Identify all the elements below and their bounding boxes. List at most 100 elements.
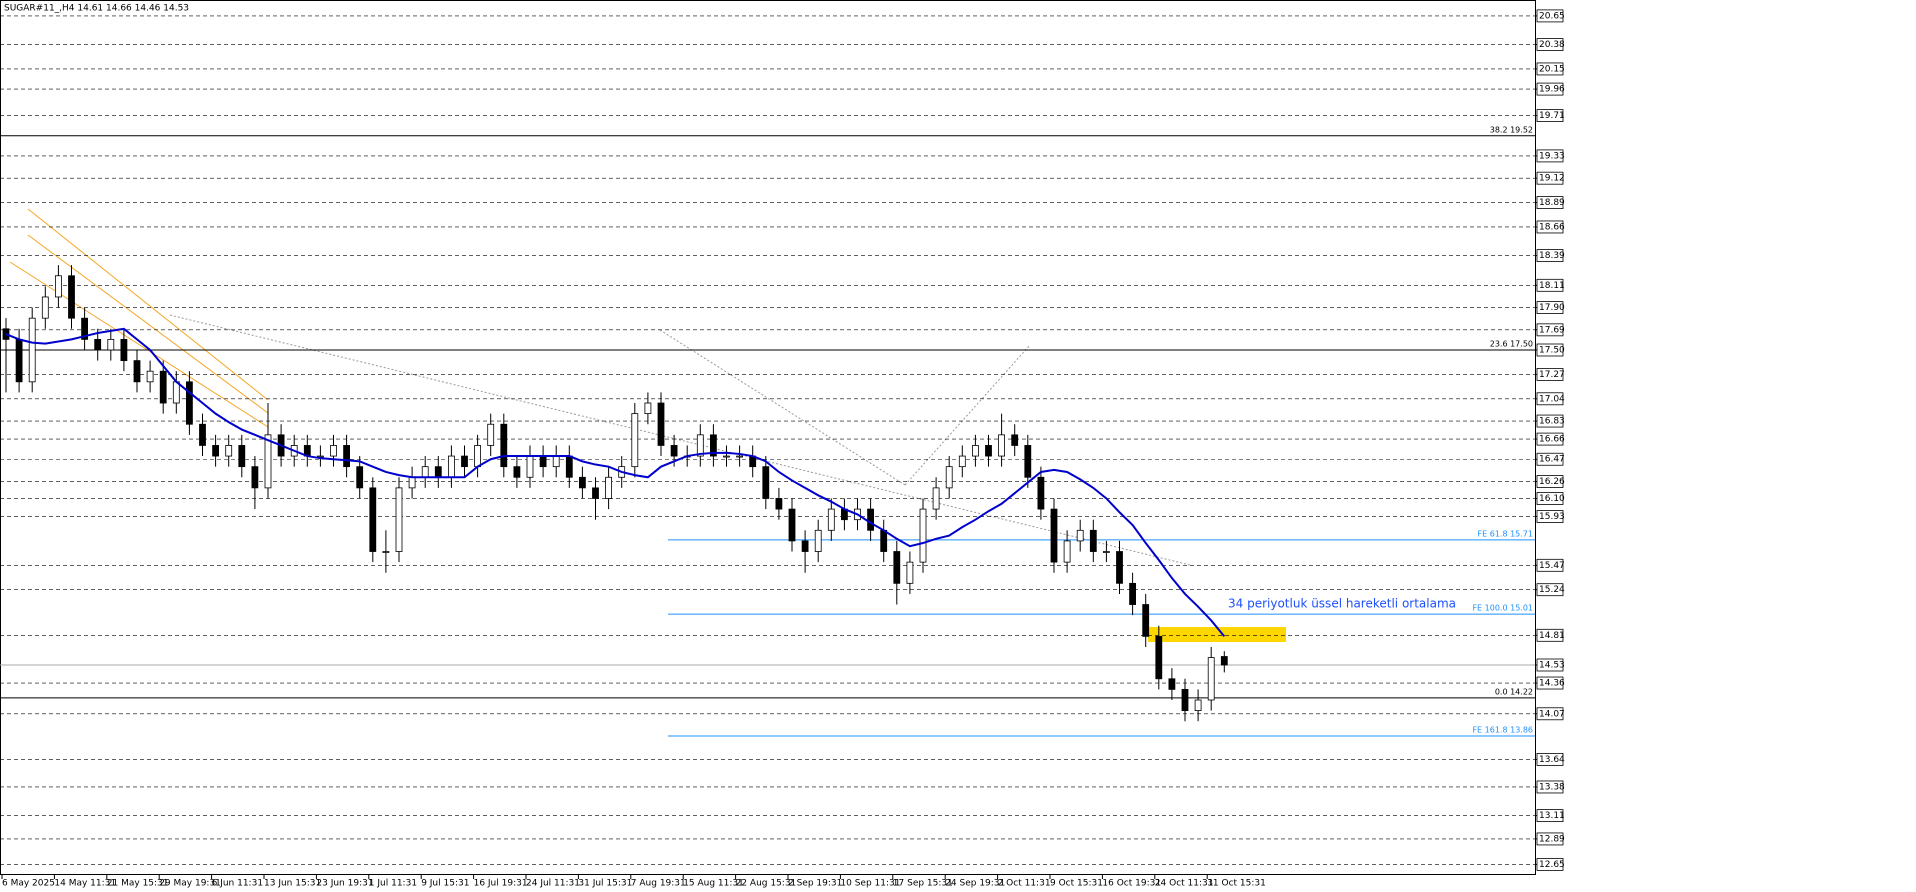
candle-body bbox=[487, 423, 495, 446]
candle-body bbox=[1089, 529, 1097, 552]
x-tick-label: 2 Oct 11:31 bbox=[998, 879, 1051, 889]
x-tick-label: 24 Oct 11:31 bbox=[1155, 879, 1214, 889]
candle-body bbox=[447, 455, 455, 478]
y-tick-box bbox=[1536, 752, 1564, 766]
y-tick-label: 18.11 bbox=[1539, 281, 1565, 291]
y-tick-box bbox=[1536, 62, 1564, 76]
y-tick-box bbox=[1536, 278, 1564, 292]
candle-body bbox=[552, 455, 560, 468]
candle-body bbox=[474, 445, 482, 468]
candle-body bbox=[592, 487, 599, 499]
candle-body bbox=[251, 466, 259, 489]
candle-body bbox=[1063, 540, 1071, 563]
candle-body bbox=[264, 434, 272, 489]
candle-body bbox=[212, 445, 220, 457]
candle-body bbox=[526, 455, 534, 478]
y-tick-box bbox=[1536, 707, 1564, 721]
y-tick-label: 20.65 bbox=[1539, 11, 1565, 21]
y-tick-label: 14.07 bbox=[1539, 709, 1565, 719]
candle-body bbox=[814, 529, 822, 552]
x-tick-label: 13 Jun 15:31 bbox=[264, 879, 321, 889]
y-tick-box bbox=[1536, 857, 1564, 871]
candle-body bbox=[133, 360, 141, 383]
candle-body bbox=[919, 508, 927, 563]
candle-body bbox=[710, 434, 717, 457]
y-tick-label: 13.38 bbox=[1539, 782, 1565, 792]
candle-body bbox=[893, 551, 901, 584]
level-label: FE 61.8 15.71 bbox=[1478, 529, 1533, 538]
y-tick-label: 16.47 bbox=[1539, 455, 1565, 465]
chart-title: SUGAR#11_,H4 14.61 14.66 14.46 14.53 bbox=[4, 4, 189, 14]
candle-body bbox=[159, 370, 167, 404]
candle-body bbox=[867, 508, 874, 531]
candle-body bbox=[644, 402, 652, 415]
candle-body bbox=[343, 445, 351, 468]
candle-body bbox=[369, 487, 377, 552]
candle-body bbox=[998, 434, 1005, 457]
y-tick-box bbox=[1536, 9, 1564, 23]
candle-body bbox=[880, 529, 888, 552]
candle-body bbox=[1181, 688, 1189, 712]
candle-body bbox=[565, 455, 573, 478]
x-tick-label: 1 Jul 11:31 bbox=[369, 879, 417, 889]
y-tick-box bbox=[1536, 301, 1564, 314]
candle-body bbox=[775, 498, 783, 510]
y-tick-box bbox=[1536, 492, 1564, 505]
y-tick-label: 17.04 bbox=[1539, 394, 1565, 404]
candle-body bbox=[185, 381, 193, 425]
y-tick-label: 14.81 bbox=[1539, 631, 1565, 641]
y-tick-label: 16.10 bbox=[1539, 494, 1565, 504]
y-tick-label: 20.38 bbox=[1539, 40, 1565, 50]
y-tick-box bbox=[1536, 149, 1564, 163]
y-tick-box bbox=[1536, 583, 1564, 597]
x-tick-label: 6 Jun 11:31 bbox=[212, 879, 263, 889]
level-label: 0.0 14.22 bbox=[1495, 687, 1533, 696]
y-tick-label: 18.66 bbox=[1539, 222, 1565, 232]
y-tick-label: 19.96 bbox=[1539, 85, 1565, 95]
candle-body bbox=[172, 381, 180, 404]
ema-line bbox=[5, 327, 1226, 637]
y-tick-box bbox=[1536, 196, 1564, 209]
y-tick-box bbox=[1536, 558, 1564, 572]
candle-body bbox=[41, 296, 49, 319]
y-tick-label: 18.89 bbox=[1539, 198, 1565, 208]
candle-body bbox=[421, 466, 429, 478]
x-tick-label: 22 Aug 15:31 bbox=[736, 879, 797, 889]
candle-body bbox=[356, 466, 364, 489]
candle-body bbox=[81, 317, 88, 340]
x-tick-label: 24 Sep 19:31 bbox=[945, 879, 1005, 889]
candle-body bbox=[801, 540, 809, 552]
level-label: 23.6 17.50 bbox=[1490, 340, 1533, 349]
candle-body bbox=[316, 455, 324, 458]
candle-body bbox=[696, 434, 704, 457]
candle-body bbox=[906, 561, 914, 584]
candle-body bbox=[107, 338, 115, 351]
candle-body bbox=[985, 445, 992, 457]
candle-body bbox=[1220, 656, 1228, 666]
candle-body bbox=[434, 466, 442, 478]
y-tick-label: 19.12 bbox=[1539, 174, 1565, 184]
level-label: FE 161.8 13.86 bbox=[1472, 726, 1533, 735]
candle-body bbox=[657, 402, 665, 446]
candle-body bbox=[1116, 551, 1123, 584]
y-tick-box bbox=[1536, 392, 1564, 406]
candle-body bbox=[631, 413, 639, 468]
x-tick-label: 2 Sep 19:31 bbox=[788, 879, 842, 889]
level-label: 38.2 19.52 bbox=[1490, 125, 1533, 134]
x-tick-label: 24 Jul 11:31 bbox=[526, 879, 580, 889]
candle-body bbox=[605, 476, 612, 499]
candle-body bbox=[408, 476, 416, 489]
candle-body bbox=[1103, 551, 1110, 553]
y-tick-box bbox=[1536, 249, 1564, 263]
y-tick-label: 17.50 bbox=[1539, 346, 1565, 356]
x-tick-label: 14 May 11:31 bbox=[54, 879, 116, 889]
y-tick-label: 14.36 bbox=[1539, 679, 1565, 689]
candle-body bbox=[461, 455, 468, 468]
candle-body bbox=[932, 487, 940, 510]
y-tick-label: 16.83 bbox=[1539, 417, 1565, 427]
target-zone bbox=[1148, 627, 1286, 642]
y-tick-box bbox=[1536, 343, 1564, 357]
candle-body bbox=[958, 455, 966, 468]
candle-body bbox=[199, 423, 206, 446]
